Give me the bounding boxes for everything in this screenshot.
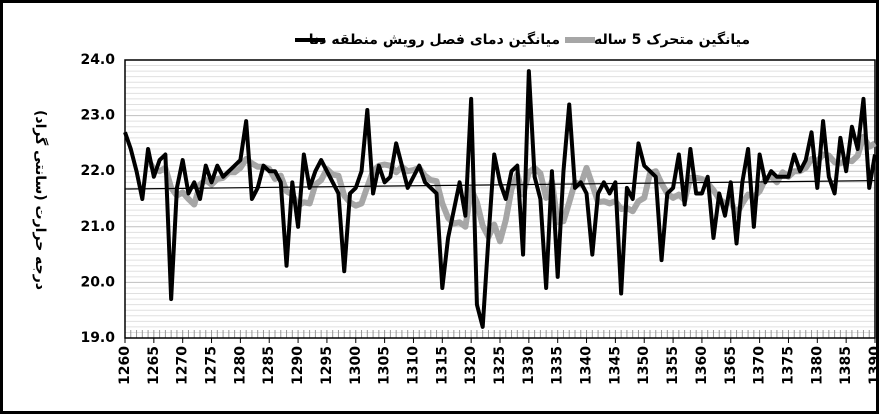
- x-tick-label: 1290: [290, 346, 306, 385]
- x-tick-label: 1385: [838, 346, 854, 385]
- x-tick-label: 1285: [261, 346, 277, 385]
- x-tick-label: 1335: [550, 346, 566, 385]
- x-tick-label: 1380: [809, 346, 825, 385]
- y-tick-label: 20.0: [80, 274, 115, 290]
- x-tick-label: 1315: [434, 346, 450, 385]
- x-tick-label: 1265: [146, 346, 162, 385]
- series-line: [123, 69, 877, 329]
- x-tick-label: 1340: [579, 346, 595, 385]
- y-axis-label: درجه حرارت (سانتی گراد): [32, 110, 49, 290]
- y-tick-label: 23.0: [80, 108, 115, 124]
- x-tick-label: 1370: [752, 346, 768, 385]
- x-tick-label: 1320: [463, 346, 479, 385]
- y-tick-label: 21.0: [80, 219, 115, 235]
- y-tick-label: 24.0: [80, 52, 115, 68]
- x-tick-label: 1330: [521, 346, 537, 385]
- x-tick-label: 1345: [607, 346, 623, 385]
- x-tick-label: 1295: [319, 346, 335, 385]
- x-tick-label: 1275: [204, 346, 220, 385]
- x-tick-label: 1355: [665, 346, 681, 385]
- x-tick-label: 1375: [780, 346, 796, 385]
- x-tick-label: 1360: [694, 346, 710, 385]
- plot-border: [124, 59, 876, 339]
- x-tick-label: 1280: [232, 346, 248, 385]
- trend-line: [124, 180, 876, 190]
- x-tick-label: 1260: [117, 346, 133, 385]
- x-tick-label: 1300: [348, 346, 364, 385]
- legend-label: میانگین دمای فصل رویش منطقه دنا: [309, 31, 560, 48]
- x-tick-label: 1350: [636, 346, 652, 385]
- y-tick-label: 19.0: [80, 330, 115, 346]
- legend-label: میانگین متحرک 5 ساله: [594, 31, 750, 48]
- x-tick-label: 1390: [867, 346, 879, 385]
- x-tick-label: 1305: [377, 346, 393, 385]
- x-tick-label: 1325: [492, 346, 508, 385]
- x-tick-label: 1310: [405, 346, 421, 385]
- x-tick-label: 1270: [175, 346, 191, 385]
- x-tick-label: 1365: [723, 346, 739, 385]
- y-tick-label: 22.0: [80, 163, 115, 179]
